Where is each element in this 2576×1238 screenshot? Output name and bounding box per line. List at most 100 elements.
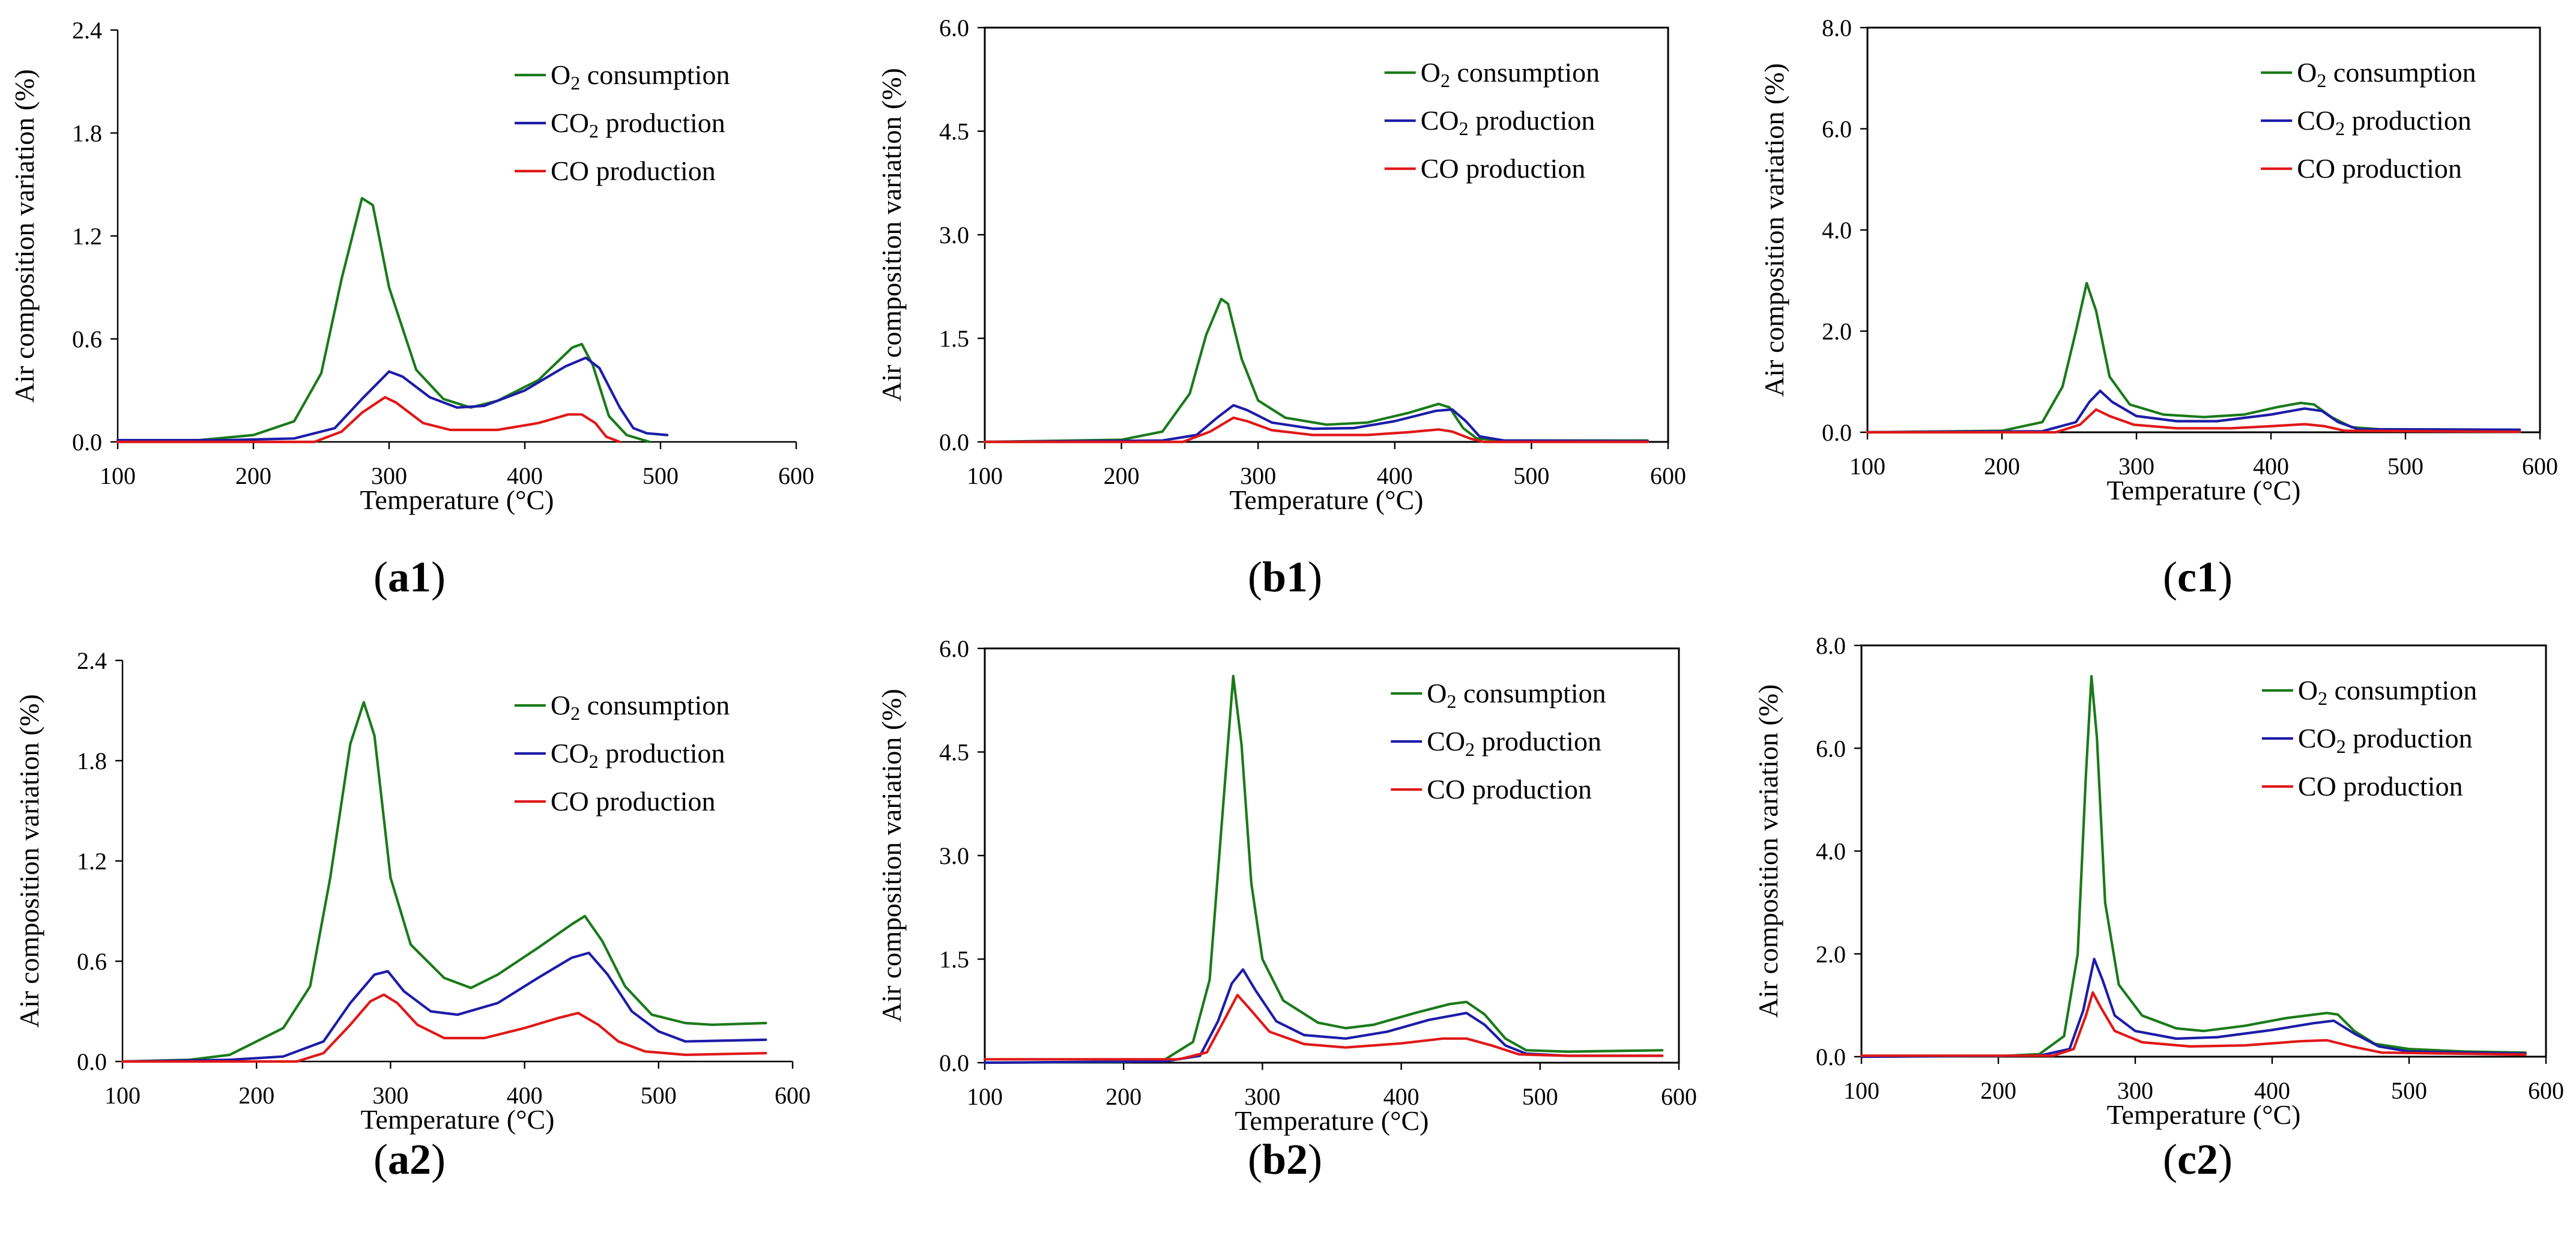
- x-tick-label: 200: [238, 1082, 274, 1109]
- y-tick-label: 6.0: [1816, 735, 1846, 762]
- x-tick-label: 500: [2387, 453, 2423, 480]
- legend-text: CO: [1421, 105, 1459, 136]
- x-tick-label: 400: [1383, 1083, 1420, 1110]
- x-tick-label: 100: [104, 1082, 141, 1109]
- legend: O2 consumption CO2 production CO productio…: [514, 690, 730, 817]
- panel-label-open: (: [373, 1135, 388, 1183]
- panel-label-close: ): [1308, 1135, 1322, 1183]
- legend-label-co: CO production: [2297, 153, 2462, 184]
- y-tick-label: 2.4: [72, 17, 102, 44]
- y-tick-label: 3.0: [939, 842, 969, 869]
- legend-text: O: [2298, 675, 2318, 705]
- plot-frame: [984, 26, 1669, 443]
- legend-text: O: [1421, 57, 1441, 88]
- x-tick-label: 100: [100, 462, 136, 489]
- legend: O2 consumption CO2 production CO productio…: [515, 59, 730, 186]
- x-tick-label: 600: [1650, 462, 1686, 489]
- y-tick-label: 2.0: [1816, 941, 1846, 968]
- x-axis-title: Temperature (°C): [361, 1104, 555, 1135]
- y-tick-label: 8.0: [1822, 14, 1852, 41]
- series-line-co: [1860, 991, 2527, 1057]
- y-tick-label: 4.5: [939, 739, 969, 766]
- panel-label: (a1): [373, 553, 446, 601]
- y-axis-title: Air composition variation (%): [1759, 63, 1789, 397]
- series-line-co2: [983, 968, 1664, 1064]
- y-tick-label: 1.5: [939, 946, 969, 973]
- legend-text: consumption: [1456, 678, 1606, 708]
- panel-label-id: b2: [1262, 1135, 1308, 1183]
- legend-label-o2: O2 consumption: [551, 59, 730, 94]
- y-tick-label: 8.0: [1816, 632, 1846, 659]
- legend-subscript: 2: [2317, 70, 2326, 91]
- x-tick-label: 500: [1522, 1083, 1558, 1110]
- chart-panel-c1: 100 200 300 400 500 600 0.0 2.0 4.0 6.0 8.0 Tempera…: [1759, 14, 2558, 601]
- series-line-o2: [116, 197, 651, 444]
- legend-label-co2: CO2 production: [551, 738, 725, 772]
- legend-text: O: [551, 59, 570, 90]
- y-tick-label: 1.2: [72, 223, 102, 250]
- panel-label-id: a2: [388, 1135, 431, 1183]
- panel-label-id: a1: [388, 553, 431, 601]
- series-line-o2: [983, 297, 1649, 444]
- legend-label-co2: CO2 production: [1427, 726, 1601, 760]
- legend-label-co2: CO2 production: [551, 107, 725, 142]
- chart-panel-b1: 100 200 300 400 500 600 0.0 1.5 3.0 4.5 6.0 Tempera…: [876, 14, 1686, 601]
- legend-label-o2: O2 consumption: [1421, 57, 1600, 91]
- series-line-co: [983, 994, 1664, 1061]
- x-tick-label: 300: [1240, 462, 1276, 489]
- legend-label-co: CO production: [551, 786, 716, 817]
- legend-label-co: CO production: [1421, 153, 1586, 184]
- x-tick-label: 100: [967, 1083, 1003, 1110]
- panel-label-open: (: [2163, 1135, 2177, 1183]
- legend-subscript: 2: [570, 72, 580, 94]
- legend-label-co: CO production: [551, 156, 716, 186]
- x-tick-label: 300: [2117, 1077, 2153, 1104]
- x-tick-label: 400: [2253, 453, 2289, 480]
- x-tick-label: 300: [1244, 1083, 1280, 1110]
- panel-label-open: (: [1248, 1135, 1262, 1183]
- legend-text: CO: [2298, 723, 2336, 753]
- series-line-o2: [121, 701, 767, 1063]
- y-tick-label: 1.5: [939, 325, 969, 352]
- x-tick-label: 500: [641, 1082, 677, 1109]
- legend-label-o2: O2 consumption: [551, 690, 730, 724]
- panel-label: (c1): [2163, 553, 2233, 601]
- panel-label-close: ): [2218, 553, 2233, 601]
- y-axis-title: Air composition variation (%): [1753, 684, 1783, 1018]
- series-line-co2: [121, 952, 767, 1063]
- legend-subscript: 2: [1447, 690, 1456, 712]
- panel-label-close: ): [431, 1135, 446, 1183]
- y-tick-label: 0.0: [939, 1049, 969, 1076]
- series-line-co2: [1866, 389, 2521, 434]
- y-axis-title: Air composition variation (%): [876, 68, 907, 402]
- chart-panel-a2: 100 200 300 400 500 600 0.0 0.6 1.2 1.8 2.4 Tempera…: [14, 647, 811, 1183]
- chart-panel-a1: 100 200 300 400 500 600 0.0 0.6 1.2 1.8 2.4 Tempera…: [9, 17, 814, 601]
- panel-label-id: c1: [2177, 553, 2218, 601]
- plot-frame: [1860, 644, 2547, 1058]
- legend-text: CO: [551, 107, 589, 138]
- legend-subscript: 2: [1465, 738, 1475, 760]
- legend-subscript: 2: [1459, 118, 1469, 139]
- chart-panel-b2: 100 200 300 400 500 600 0.0 1.5 3.0 4.5 6.0 Tempera…: [876, 635, 1697, 1183]
- y-axis-title: Air composition variation (%): [876, 689, 907, 1022]
- series-line-co: [1866, 408, 2521, 434]
- y-tick-label: 1.8: [77, 747, 107, 775]
- panel-label-close: ): [431, 553, 446, 601]
- legend-text: consumption: [2327, 675, 2477, 705]
- panel-label: (b1): [1248, 553, 1322, 601]
- y-tick-label: 4.5: [939, 118, 969, 145]
- x-axis-title: Temperature (°C): [1230, 485, 1424, 515]
- series-line-co: [116, 396, 621, 444]
- legend-subscript: 2: [589, 750, 599, 772]
- x-tick-label: 500: [2391, 1077, 2427, 1104]
- legend-label-co2: CO2 production: [2298, 723, 2473, 757]
- y-axis-title: Air composition variation (%): [9, 69, 40, 403]
- y-tick-label: 0.0: [72, 429, 102, 456]
- legend-text: O: [1427, 678, 1447, 708]
- legend-text: production: [2345, 105, 2472, 136]
- series-line-co: [983, 416, 1649, 444]
- y-tick-label: 1.2: [77, 848, 107, 875]
